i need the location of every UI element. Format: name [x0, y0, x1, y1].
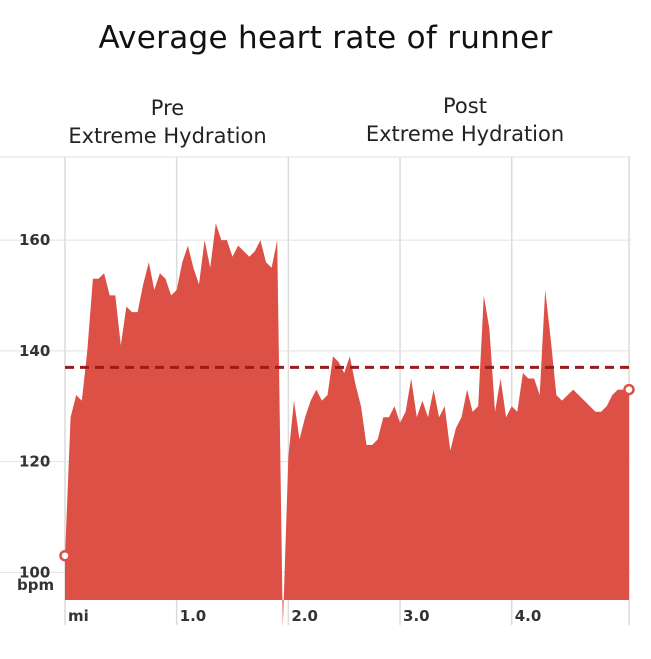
endpoint-marker-1 — [623, 383, 635, 396]
y-tick-label-0: 100 — [19, 563, 50, 581]
annotation-pre-line2: Extreme Hydration — [68, 124, 267, 148]
marker-layer — [59, 383, 635, 562]
chart-title: Average heart rate of runner — [98, 20, 553, 56]
annotation-post-hydration: Post Extreme Hydration — [340, 92, 590, 148]
area-layer — [65, 223, 629, 628]
x-unit-label: mi — [68, 607, 89, 625]
x-tick-label-2: 3.0 — [403, 607, 430, 625]
endpoint-marker-0 — [59, 549, 71, 562]
y-tick-label-3: 160 — [19, 231, 50, 249]
annotation-pre-hydration: Pre Extreme Hydration — [40, 94, 295, 150]
tick-layer: bpm mi 100 120 140 160 1.0 2.0 3.0 4.0 — [17, 231, 541, 625]
annotation-post-line1: Post — [443, 94, 487, 118]
x-tick-label-3: 4.0 — [515, 607, 542, 625]
heart-rate-area — [65, 223, 629, 628]
x-tick-label-1: 2.0 — [291, 607, 318, 625]
y-tick-label-1: 120 — [19, 453, 50, 471]
annotation-post-line2: Extreme Hydration — [365, 122, 565, 146]
x-tick-label-0: 1.0 — [180, 607, 207, 625]
y-tick-label-2: 140 — [19, 342, 50, 360]
annotation-pre-line1: Pre — [150, 96, 185, 120]
y-unit-label: bpm — [17, 576, 54, 594]
